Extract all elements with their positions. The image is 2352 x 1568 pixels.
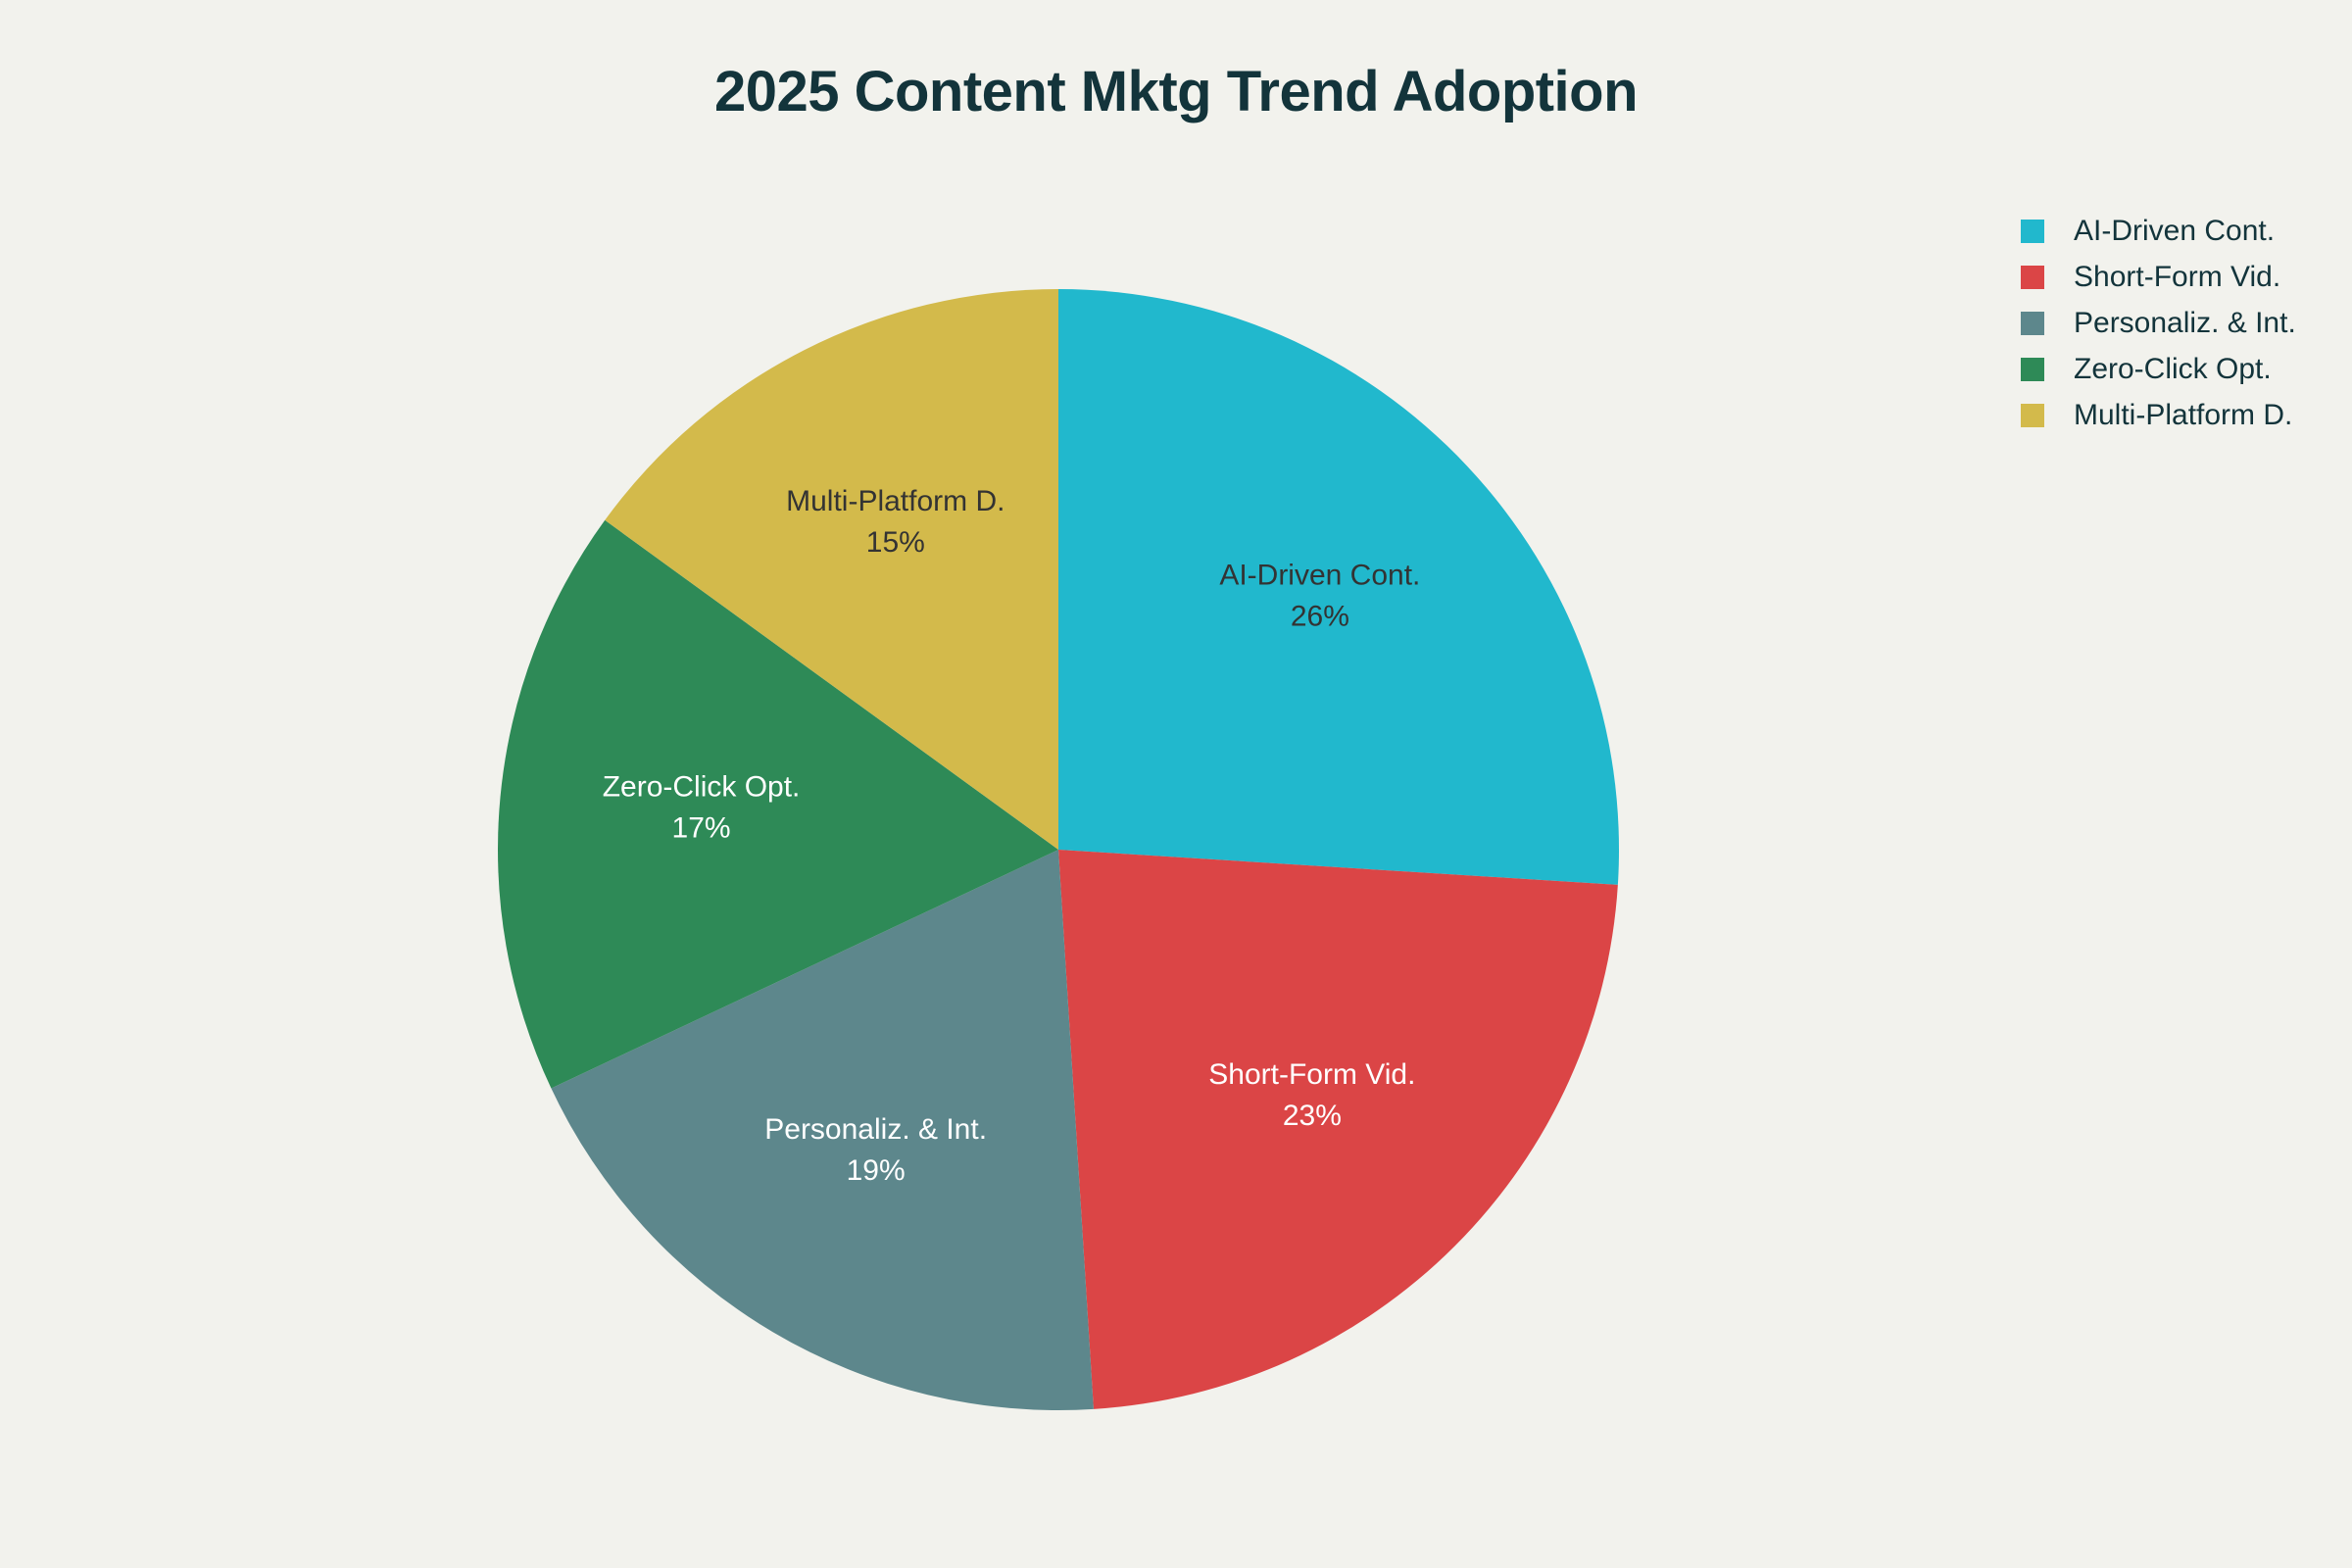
pie-slice-zero-click-opt[interactable] — [498, 519, 1058, 1089]
slice-category-label: AI-Driven Cont. — [1219, 559, 1420, 591]
legend-swatch — [2021, 357, 2044, 381]
legend-item-zero-click-opt[interactable]: Zero-Click Opt. — [2021, 346, 2296, 392]
legend-item-personaliz-int[interactable]: Personaliz. & Int. — [2021, 300, 2296, 346]
slice-label-zero-click-opt: Zero-Click Opt. 17% — [603, 771, 801, 845]
slice-category-label: Short-Form Vid. — [1208, 1058, 1415, 1091]
slice-category-label: Zero-Click Opt. — [603, 771, 801, 804]
pie-slice-short-form-vid[interactable] — [1058, 850, 1618, 1409]
slice-value-label: 19% — [847, 1154, 906, 1187]
slice-label-personaliz-int: Personaliz. & Int. 19% — [764, 1113, 987, 1187]
slice-value-label: 26% — [1291, 600, 1349, 632]
legend-item-multi-platform-d[interactable]: Multi-Platform D. — [2021, 392, 2296, 438]
legend-label: Short-Form Vid. — [2074, 260, 2281, 293]
slice-value-label: 23% — [1283, 1100, 1342, 1132]
slice-category-label: Multi-Platform D. — [786, 485, 1004, 517]
slice-category-label: Personaliz. & Int. — [764, 1113, 987, 1146]
legend-swatch — [2021, 265, 2044, 289]
legend-label: Multi-Platform D. — [2074, 398, 2293, 431]
legend-swatch — [2021, 403, 2044, 427]
pie-slice-multi-platform-d[interactable] — [605, 289, 1058, 850]
slice-label-short-form-vid: Short-Form Vid. 23% — [1208, 1058, 1415, 1132]
slice-value-label: 17% — [672, 812, 731, 845]
slice-value-label: 15% — [866, 526, 925, 559]
pie-slices — [498, 289, 1619, 1410]
legend-label: Personaliz. & Int. — [2074, 306, 2296, 339]
legend-item-ai-driven-cont[interactable]: AI-Driven Cont. — [2021, 208, 2296, 254]
slice-label-multi-platform-d: Multi-Platform D. 15% — [786, 485, 1004, 559]
legend: AI-Driven Cont. Short-Form Vid. Personaliz… — [2021, 208, 2296, 438]
legend-label: Zero-Click Opt. — [2074, 352, 2272, 385]
legend-label: AI-Driven Cont. — [2074, 214, 2276, 247]
legend-swatch — [2021, 219, 2044, 243]
slice-label-ai-driven-cont: AI-Driven Cont. 26% — [1219, 559, 1420, 632]
pie-slice-ai-driven-cont[interactable] — [1058, 289, 1619, 885]
chart-title: 2025 Content Mktg Trend Adoption — [713, 60, 1639, 123]
legend-item-short-form-vid[interactable]: Short-Form Vid. — [2021, 254, 2296, 300]
pie-slice-personaliz-int[interactable] — [551, 850, 1094, 1410]
legend-swatch — [2021, 311, 2044, 335]
pie-slice-labels: AI-Driven Cont. 26% Short-Form Vid. 23% Pers… — [603, 485, 1421, 1187]
